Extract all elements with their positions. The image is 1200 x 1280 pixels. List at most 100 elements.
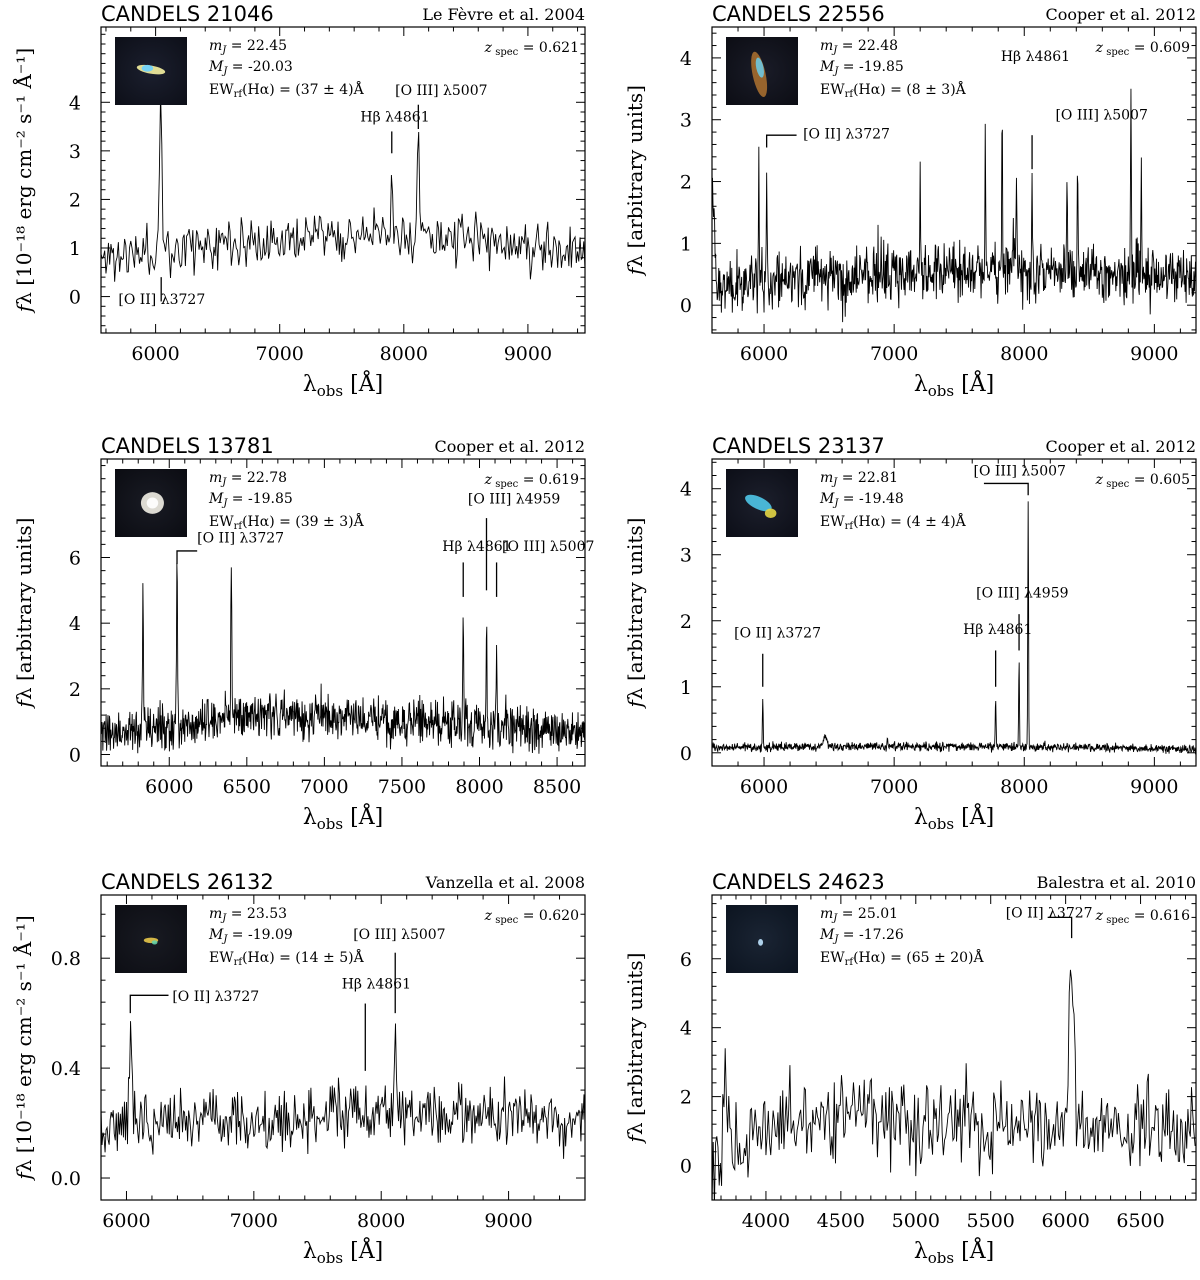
emission-line-label: Hβ λ4861 bbox=[1001, 49, 1070, 65]
stat-text: MJ = -19.48 bbox=[819, 491, 904, 509]
reference-label: Balestra et al. 2010 bbox=[1037, 873, 1196, 892]
panel-title: CANDELS 13781 bbox=[101, 434, 274, 458]
galaxy-blob bbox=[141, 64, 154, 72]
x-tick-label: 4500 bbox=[817, 1210, 865, 1232]
emission-line-marker bbox=[176, 550, 198, 565]
x-axis-label: λobs [Å] bbox=[914, 1236, 994, 1267]
x-tick-label: 6000 bbox=[102, 1210, 150, 1232]
x-tick-label: 6000 bbox=[1041, 1210, 1089, 1232]
x-tick-label: 7000 bbox=[230, 1210, 278, 1232]
spectrum-panel: CANDELS 13781 Cooper et al. 2012 6000 6500 7… bbox=[12, 434, 594, 833]
stat-text: EWrf(Hα) = (65 ± 20)Å bbox=[820, 948, 984, 968]
spectrum-line bbox=[712, 969, 1196, 1200]
x-tick-label: 8000 bbox=[1000, 343, 1048, 365]
stat-text: MJ = -19.85 bbox=[208, 491, 293, 509]
y-axis-label: fλ [10⁻¹⁸ erg cm⁻² s⁻¹ Å⁻¹] bbox=[11, 915, 36, 1181]
panel-title: CANDELS 26132 bbox=[101, 870, 274, 894]
plot-frame bbox=[100, 458, 586, 767]
spectrum-panel: CANDELS 21046 Le Fèvre et al. 2004 6000 700… bbox=[11, 2, 586, 400]
galaxy-blob bbox=[758, 939, 764, 946]
y-tick-label: 0 bbox=[680, 743, 692, 765]
y-tick-label: 0.4 bbox=[51, 1058, 81, 1080]
stat-text: MJ = -20.03 bbox=[208, 59, 293, 77]
spectrum-line bbox=[101, 93, 585, 282]
plot-frame bbox=[711, 458, 1197, 767]
x-tick-label: 6000 bbox=[740, 776, 788, 798]
galaxy-blob bbox=[146, 497, 159, 509]
stat-text: mJ = 22.48 bbox=[820, 38, 898, 56]
stat-text: EWrf(Hα) = (4 ± 4)Å bbox=[820, 512, 967, 532]
emission-line-label: Hβ λ4861 bbox=[442, 539, 511, 555]
plot-frame bbox=[711, 894, 1197, 1201]
emission-line-label: [O II] λ3727 bbox=[172, 989, 259, 1005]
galaxy-thumbnail bbox=[726, 469, 798, 537]
y-tick-label: 2 bbox=[69, 189, 81, 211]
stat-text: z spec = 0.605 bbox=[1095, 472, 1190, 490]
x-tick-label: 7000 bbox=[256, 343, 304, 365]
emission-line-label: [O II] λ3727 bbox=[734, 625, 821, 641]
stat-text: z spec = 0.620 bbox=[484, 908, 579, 926]
stat-text: EWrf(Hα) = (37 ± 4)Å bbox=[209, 80, 365, 100]
y-tick-label: 2 bbox=[680, 1087, 692, 1109]
x-tick-label: 9000 bbox=[1130, 343, 1178, 365]
x-tick-label: 9000 bbox=[1130, 776, 1178, 798]
y-tick-label: 4 bbox=[680, 1018, 692, 1040]
y-tick-label: 4 bbox=[69, 613, 81, 635]
spectrum-panel: CANDELS 23137 Cooper et al. 2012 6000 7000 8… bbox=[623, 434, 1197, 833]
y-tick-label: 4 bbox=[680, 479, 692, 501]
x-tick-label: 9000 bbox=[484, 1210, 532, 1232]
emission-line-marker bbox=[129, 994, 169, 1014]
x-axis-label: λobs [Å] bbox=[914, 802, 994, 833]
y-tick-label: 4 bbox=[680, 48, 692, 70]
galaxy-blob bbox=[755, 57, 764, 78]
x-axis-label: λobs [Å] bbox=[303, 369, 383, 400]
reference-label: Vanzella et al. 2008 bbox=[425, 873, 585, 892]
stat-text: MJ = -19.85 bbox=[819, 59, 904, 77]
x-tick-label: 6000 bbox=[145, 776, 193, 798]
x-tick-label: 4000 bbox=[742, 1210, 790, 1232]
thumbnail-background bbox=[726, 905, 798, 973]
y-axis-label: fλ [arbitrary units] bbox=[623, 518, 647, 710]
x-tick-label: 6000 bbox=[131, 343, 179, 365]
y-tick-label: 2 bbox=[680, 172, 692, 194]
y-tick-label: 0 bbox=[69, 745, 81, 767]
galaxy-thumbnail bbox=[726, 37, 798, 105]
panel-title: CANDELS 21046 bbox=[101, 2, 274, 26]
x-tick-label: 8000 bbox=[1000, 776, 1048, 798]
emission-line-label: Hβ λ4861 bbox=[360, 110, 429, 126]
reference-label: Cooper et al. 2012 bbox=[1046, 5, 1196, 24]
y-tick-label: 0.8 bbox=[51, 948, 81, 970]
x-tick-label: 7000 bbox=[870, 776, 918, 798]
emission-line-label: [O III] λ5007 bbox=[1055, 108, 1147, 124]
stat-text: EWrf(Hα) = (8 ± 3)Å bbox=[820, 80, 967, 100]
emission-line-label: [O III] λ5007 bbox=[353, 927, 445, 943]
x-tick-label: 7500 bbox=[378, 776, 426, 798]
spectrum-line bbox=[712, 88, 1196, 323]
y-tick-label: 3 bbox=[680, 545, 692, 567]
x-tick-label: 7000 bbox=[870, 343, 918, 365]
y-tick-label: 1 bbox=[680, 677, 692, 699]
emission-line-label: [O II] λ3727 bbox=[1006, 905, 1093, 921]
stat-text: EWrf(Hα) = (39 ± 3)Å bbox=[209, 512, 365, 532]
plot-frame bbox=[100, 894, 586, 1201]
galaxy-thumbnail bbox=[115, 905, 187, 973]
stat-text: mJ = 22.81 bbox=[820, 470, 898, 488]
galaxy-blob bbox=[764, 508, 777, 518]
stat-text: mJ = 22.78 bbox=[209, 470, 287, 488]
x-tick-label: 6500 bbox=[1116, 1210, 1164, 1232]
x-tick-label: 8000 bbox=[455, 776, 503, 798]
spectrum-line bbox=[712, 501, 1196, 755]
x-axis-label: λobs [Å] bbox=[914, 369, 994, 400]
panel-title: CANDELS 24623 bbox=[712, 870, 885, 894]
x-tick-label: 8000 bbox=[380, 343, 428, 365]
y-tick-label: 2 bbox=[69, 679, 81, 701]
reference-label: Le Fèvre et al. 2004 bbox=[422, 5, 585, 24]
stat-text: MJ = -17.26 bbox=[819, 927, 904, 945]
stat-text: MJ = -19.09 bbox=[208, 927, 293, 945]
x-axis-label: λobs [Å] bbox=[303, 802, 383, 833]
x-tick-label: 5000 bbox=[892, 1210, 940, 1232]
y-tick-label: 1 bbox=[69, 238, 81, 260]
x-tick-label: 9000 bbox=[504, 343, 552, 365]
